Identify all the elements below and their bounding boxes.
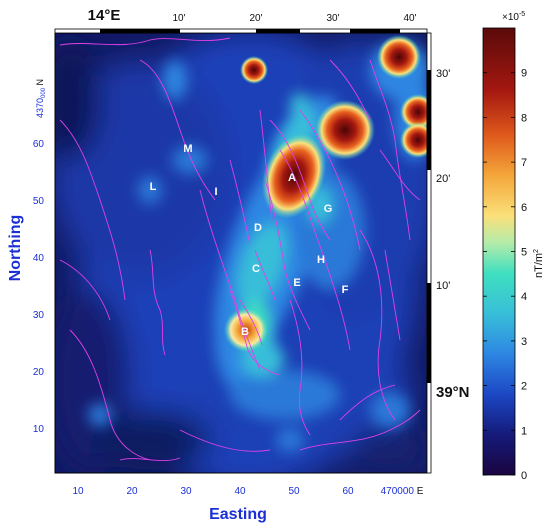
x-tick-label: 50 (288, 486, 300, 497)
x-tick-label: 60 (342, 486, 354, 497)
y-tick-top-unit: N (35, 79, 45, 86)
y-tick-label: 40 (33, 253, 45, 264)
x-tick-label: 40 (234, 486, 246, 497)
colorbar-tick-label: 8 (521, 112, 527, 124)
y-tick-top-sub: 000 (41, 87, 47, 98)
colorbar-tick-label: 3 (521, 336, 527, 348)
colorbar-multiplier-exp: -5 (519, 11, 525, 18)
colorbar-multiplier-base: ×10 (502, 12, 519, 23)
y-axis-title: Northing (7, 215, 24, 282)
colorbar-tick-label: 7 (521, 157, 527, 169)
x-tick-last-number: 470000 (381, 486, 415, 497)
y-tick-labels: 10 20 30 40 50 60 4370000 N (33, 79, 47, 435)
colorbar-tick-label: 4 (521, 291, 527, 303)
y-tick-label: 60 (33, 139, 45, 150)
top-tick-label: 10' (172, 13, 185, 24)
colorbar-ticks: 0 1 2 3 4 5 6 7 8 9 (483, 68, 527, 482)
x-tick-label-last: 470000 E (381, 486, 424, 497)
x-tick-label: 20 (126, 486, 138, 497)
x-tick-label: 10 (72, 486, 84, 497)
feature-label-g: G (324, 203, 333, 215)
colorbar-tick-label: 9 (521, 68, 527, 80)
y-tick-label: 20 (33, 367, 45, 378)
colorbar-tick-label: 1 (521, 425, 527, 437)
y-tick-label: 30 (33, 310, 45, 321)
feature-labels: A B C D E F G H I L M (150, 143, 349, 338)
colorbar-gradient (482, 27, 516, 476)
colorbar-tick-label: 6 (521, 202, 527, 214)
colorbar-unit: nT/m2 (533, 249, 545, 278)
feature-label-b: B (241, 326, 249, 338)
right-main-tick: 39°N (436, 384, 470, 401)
feature-label-e: E (293, 277, 300, 289)
feature-label-f: F (342, 284, 349, 296)
top-tick-label: 40' (403, 13, 416, 24)
y-tick-label-top: 4370000 N (35, 79, 47, 118)
colorbar-tick-label: 5 (521, 247, 527, 259)
y-tick-top-prefix: 4370 (35, 98, 45, 118)
y-tick-label: 50 (33, 196, 45, 207)
anomaly-map: A B C D E F G H I L M (55, 33, 427, 473)
feature-label-a: A (288, 172, 296, 184)
feature-label-l: L (150, 181, 157, 193)
feature-label-h: H (317, 254, 325, 266)
feature-label-m: M (183, 143, 192, 155)
colorbar-tick-label: 2 (521, 381, 527, 393)
x-tick-label: 30 (180, 486, 192, 497)
feature-label-c: C (252, 263, 260, 275)
bathymetry-contours (59, 37, 421, 461)
top-frame-bar (54, 28, 428, 34)
top-tick-label: 30' (326, 13, 339, 24)
right-tick-labels: 30' 20' 10' 39°N (436, 68, 470, 401)
right-tick-label: 20' (436, 173, 450, 185)
colorbar-tick-label: 0 (521, 470, 527, 482)
x-axis-title: Easting (209, 506, 267, 523)
right-frame-bar (426, 32, 432, 474)
colorbar-unit-base: nT/m (533, 253, 545, 278)
colorbar-multiplier: ×10-5 (502, 11, 525, 23)
feature-label-d: D (254, 222, 262, 234)
y-tick-label: 10 (33, 424, 45, 435)
x-tick-last-unit: E (417, 486, 424, 497)
feature-label-i: I (214, 186, 217, 198)
top-tick-label: 20' (249, 13, 262, 24)
x-tick-labels: 10 20 30 40 50 60 470000 E (72, 486, 423, 497)
right-tick-label: 10' (436, 280, 450, 292)
top-tick-labels: 14°E 10' 20' 30' 40' (88, 7, 417, 24)
colorbar-unit-exp: 2 (533, 249, 540, 253)
right-tick-label: 30' (436, 68, 450, 80)
top-main-tick: 14°E (88, 7, 121, 24)
